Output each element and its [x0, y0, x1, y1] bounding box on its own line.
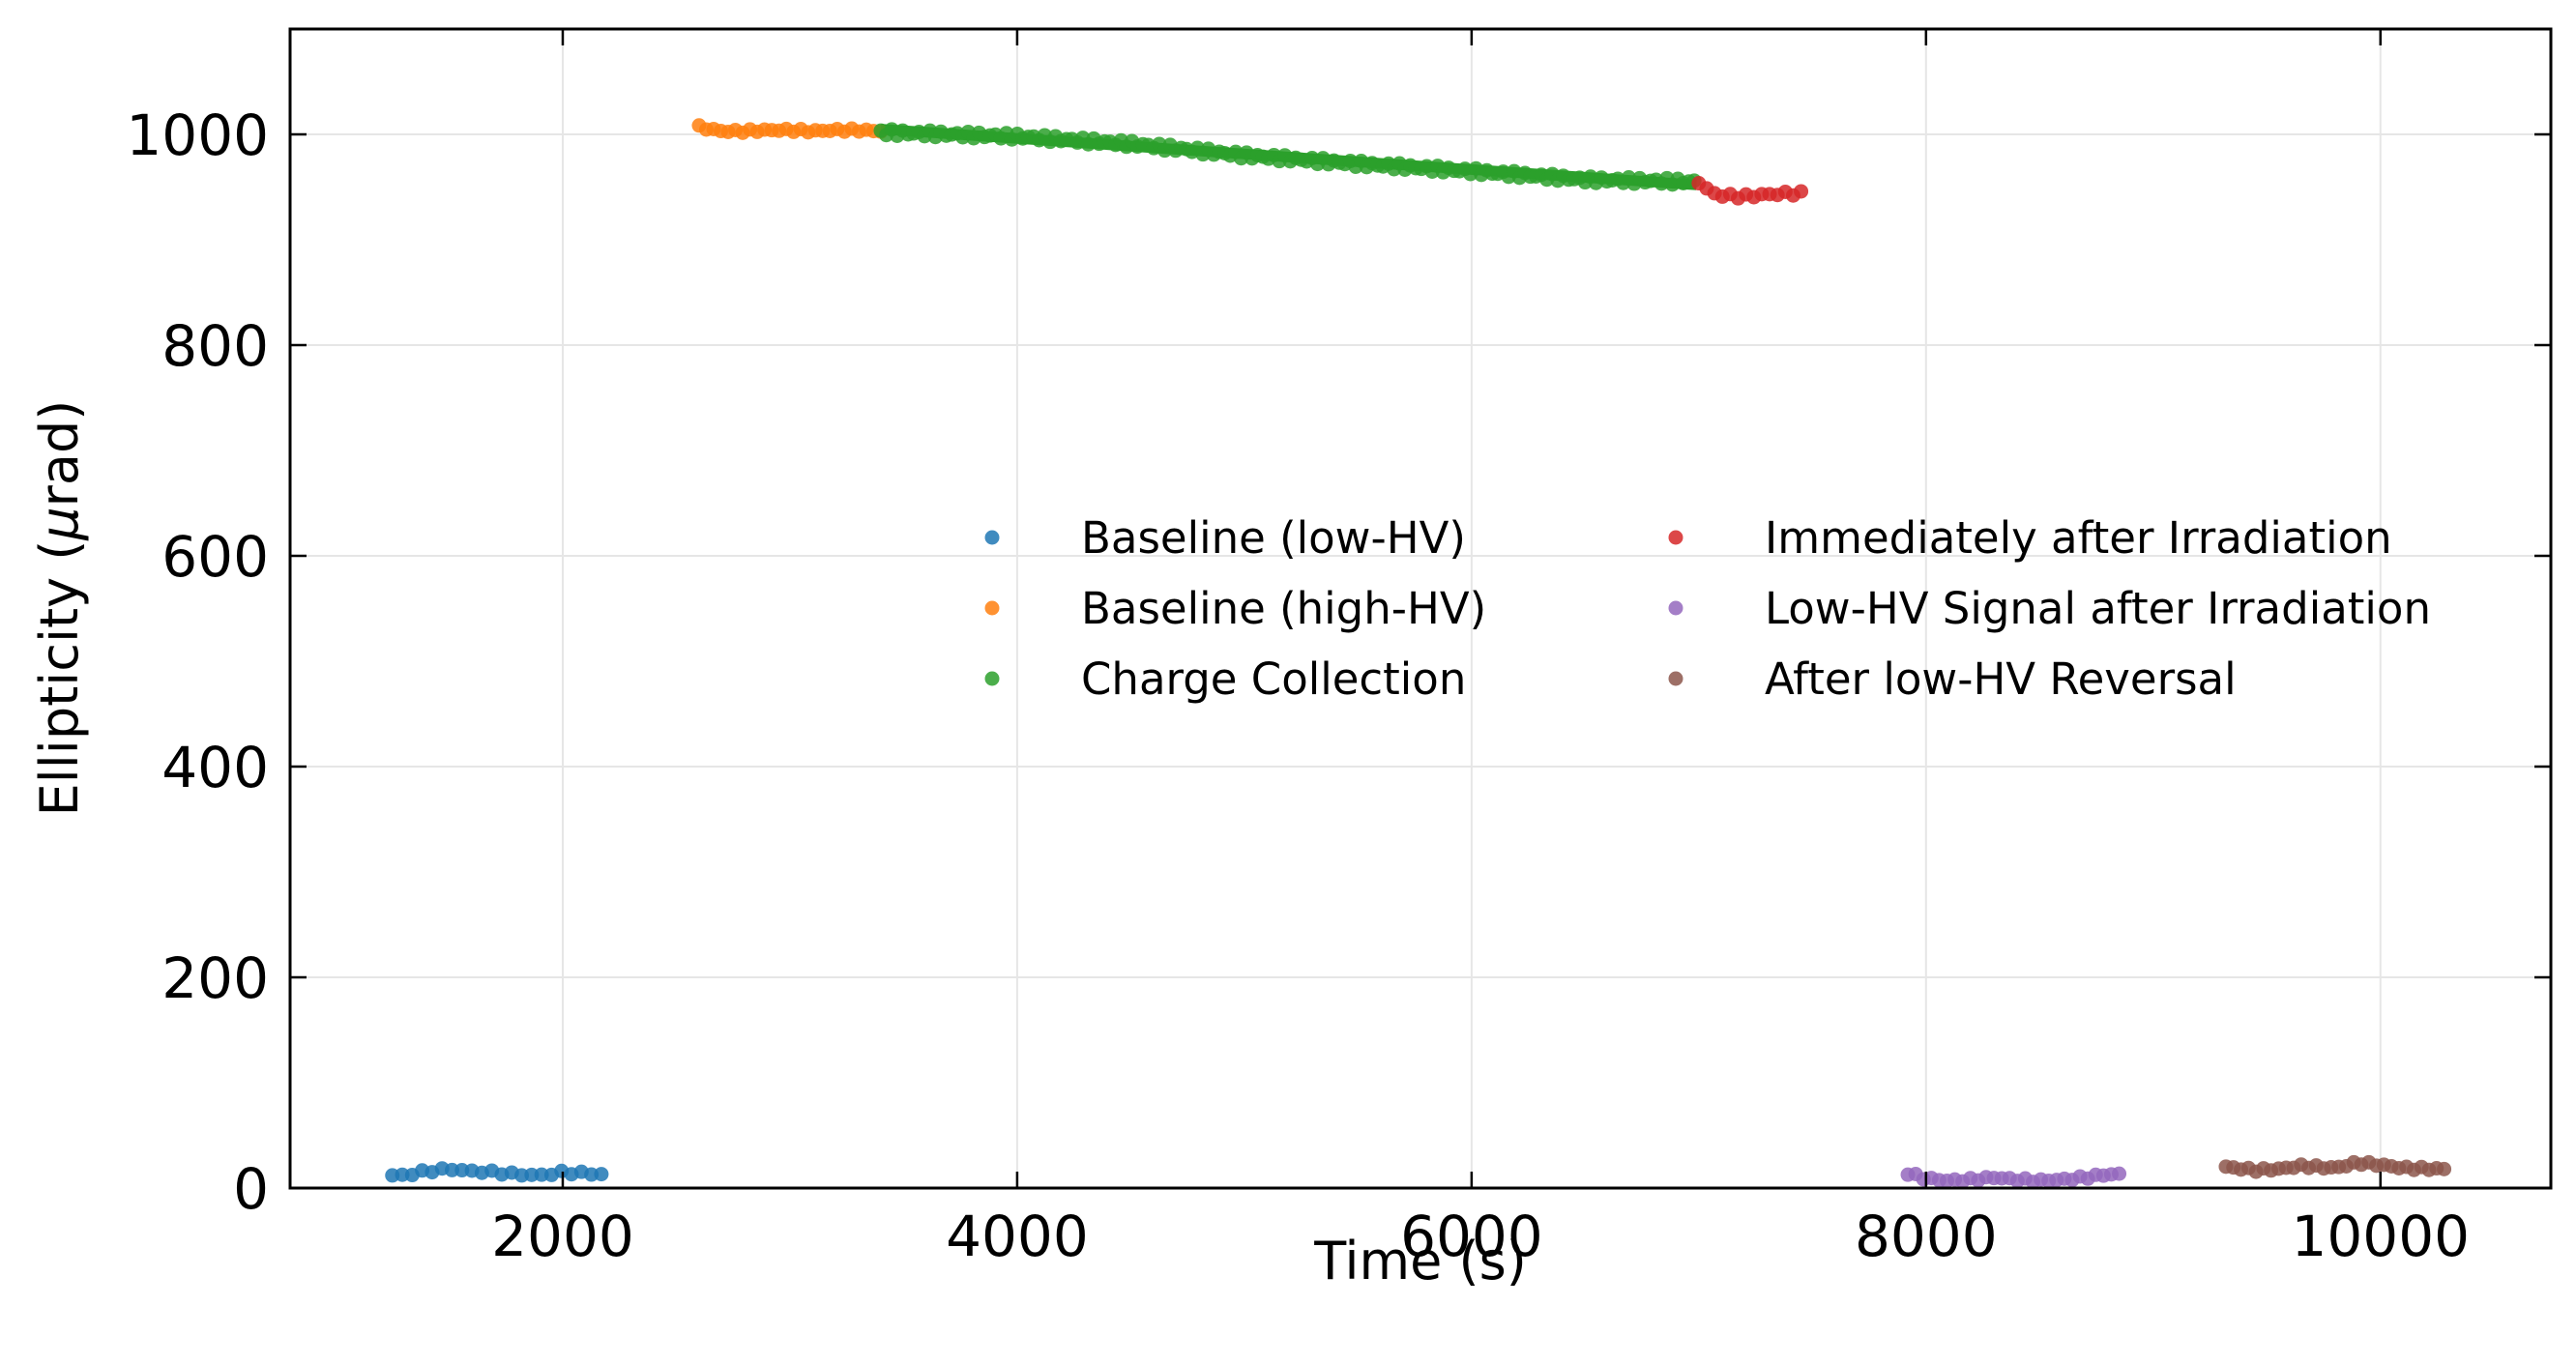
x-tick-label: 10000 — [2292, 1204, 2471, 1269]
y-axis-label-prefix: Ellipticity ( — [29, 540, 90, 817]
y-axis-label-mu: μ — [29, 507, 90, 540]
x-tick-label: 4000 — [946, 1204, 1089, 1269]
data-point — [1794, 184, 1809, 199]
x-tick-label: 6000 — [1400, 1204, 1543, 1269]
y-tick-label: 0 — [233, 1156, 269, 1222]
data-point — [594, 1167, 609, 1182]
legend-label: Baseline (low-HV) — [1081, 512, 1466, 564]
y-axis-label-unit: rad) — [29, 400, 90, 508]
legend-marker — [1668, 530, 1683, 545]
x-axis-label: Time (s) — [1313, 1231, 1527, 1291]
x-tick-label: 2000 — [491, 1204, 634, 1269]
data-point — [2437, 1161, 2452, 1176]
legend: Baseline (low-HV) Baseline (high-HV) Charg… — [984, 512, 2431, 705]
legend-marker — [984, 600, 1000, 616]
legend-label: Immediately after Irradiation — [1765, 512, 2392, 564]
legend-marker — [984, 671, 1000, 686]
y-tick-label: 1000 — [126, 102, 269, 168]
legend-label: After low-HV Reversal — [1765, 653, 2237, 705]
plot-frame — [288, 27, 2553, 1190]
y-tick-label: 800 — [161, 313, 269, 379]
y-tick-label: 200 — [161, 945, 269, 1011]
tick-labels: 2000 4000 6000 8000 10000 0 200 400 600 800 1000 — [126, 102, 2470, 1269]
y-axis-label: Ellipticity (μrad) — [29, 400, 90, 817]
legend-marker — [984, 530, 1000, 545]
x-tick-label: 8000 — [1855, 1204, 1998, 1269]
data-points — [385, 118, 2452, 1190]
legend-label: Baseline (high-HV) — [1081, 583, 1486, 634]
legend-marker — [1668, 671, 1683, 686]
axis-ticks — [290, 29, 2551, 1190]
grid — [290, 29, 2551, 1189]
y-tick-label: 400 — [161, 735, 269, 800]
legend-marker — [1668, 600, 1683, 616]
legend-label: Charge Collection — [1081, 653, 1466, 705]
y-tick-label: 600 — [161, 524, 269, 590]
legend-label: Low-HV Signal after Irradiation — [1765, 583, 2431, 634]
data-point — [2112, 1166, 2127, 1181]
